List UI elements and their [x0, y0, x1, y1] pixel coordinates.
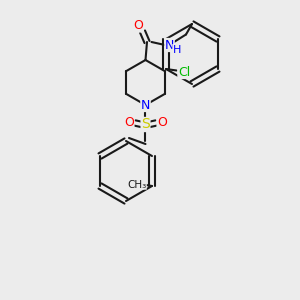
Text: O: O — [157, 116, 167, 130]
Text: S: S — [141, 118, 150, 131]
Text: N: N — [141, 98, 150, 112]
Text: O: O — [133, 19, 143, 32]
Text: H: H — [173, 44, 181, 55]
Text: CH₃: CH₃ — [128, 179, 147, 190]
Text: Cl: Cl — [178, 65, 190, 79]
Text: O: O — [124, 116, 134, 130]
Text: N: N — [165, 38, 174, 52]
